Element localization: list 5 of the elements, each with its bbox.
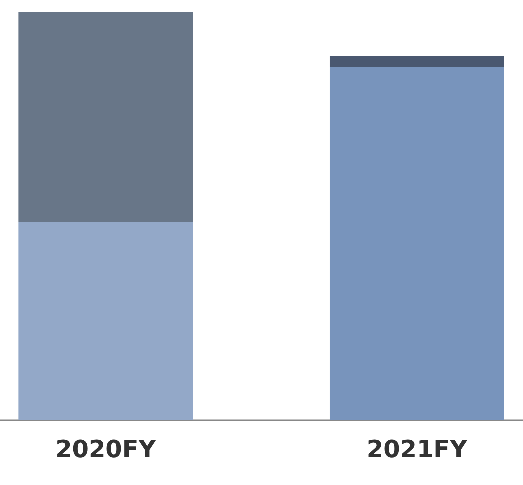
bar <box>330 56 504 68</box>
bar <box>18 222 194 420</box>
bar <box>18 12 194 222</box>
x-tick-label: 2021FY <box>366 436 468 464</box>
x-tick-label: 2020FY <box>56 436 157 464</box>
